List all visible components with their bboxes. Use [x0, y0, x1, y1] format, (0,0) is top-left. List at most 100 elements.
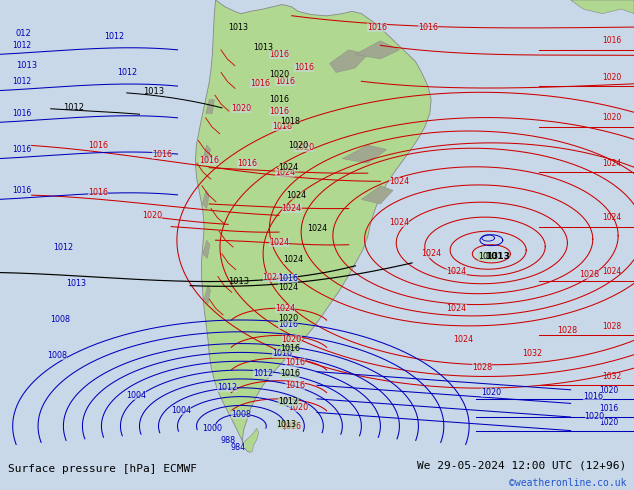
Text: 1028: 1028: [579, 270, 600, 279]
Text: 1008: 1008: [47, 351, 67, 360]
Text: 1024: 1024: [281, 204, 302, 213]
Text: We 29-05-2024 12:00 UTC (12+96): We 29-05-2024 12:00 UTC (12+96): [417, 460, 626, 470]
Text: 1016: 1016: [152, 149, 172, 159]
Text: 1013: 1013: [478, 251, 498, 261]
Text: 1016: 1016: [602, 36, 621, 46]
Text: 1020: 1020: [599, 386, 618, 395]
Text: 1024: 1024: [446, 268, 467, 276]
Text: 1012: 1012: [53, 243, 74, 251]
Text: 1013: 1013: [143, 87, 164, 96]
Text: 1020: 1020: [585, 413, 605, 421]
Text: 1024: 1024: [287, 191, 307, 200]
Text: 1024: 1024: [275, 304, 295, 313]
Polygon shape: [242, 428, 259, 452]
Text: 1028: 1028: [602, 322, 621, 331]
Text: 1016: 1016: [13, 145, 32, 154]
Text: 1013: 1013: [485, 251, 510, 261]
Polygon shape: [571, 0, 634, 14]
Polygon shape: [203, 240, 210, 258]
Text: 1013: 1013: [16, 61, 37, 70]
Text: 1016: 1016: [367, 23, 387, 32]
Text: 1013: 1013: [228, 277, 249, 287]
Text: 988: 988: [221, 436, 236, 445]
Polygon shape: [195, 0, 431, 452]
Text: 984: 984: [230, 443, 245, 452]
Text: 1024: 1024: [275, 168, 295, 177]
Text: 1016: 1016: [250, 79, 270, 88]
Polygon shape: [361, 186, 393, 204]
Text: 1016: 1016: [269, 50, 289, 59]
Text: 1024: 1024: [602, 213, 621, 222]
Polygon shape: [202, 191, 209, 209]
Text: 1018: 1018: [280, 117, 301, 125]
Text: 1032: 1032: [522, 349, 543, 358]
Text: 1016: 1016: [583, 392, 603, 401]
Text: 1024: 1024: [269, 238, 289, 247]
Text: 1000: 1000: [202, 424, 223, 433]
Text: 1020: 1020: [142, 211, 162, 220]
Text: ©weatheronline.co.uk: ©weatheronline.co.uk: [509, 478, 626, 489]
Text: 1024: 1024: [453, 336, 473, 344]
Text: 1016: 1016: [599, 404, 618, 414]
Text: 1020: 1020: [288, 403, 308, 413]
Text: 1012: 1012: [104, 32, 124, 41]
Polygon shape: [203, 145, 210, 163]
Text: 1012: 1012: [117, 68, 137, 77]
Text: 1012: 1012: [278, 396, 299, 406]
Text: 1016: 1016: [275, 77, 295, 86]
Text: Surface pressure [hPa] ECMWF: Surface pressure [hPa] ECMWF: [8, 464, 197, 474]
Text: 1016: 1016: [278, 274, 299, 283]
Text: 1016: 1016: [285, 358, 305, 367]
Polygon shape: [330, 50, 368, 73]
Text: 1024: 1024: [278, 283, 299, 293]
Text: 1016: 1016: [285, 381, 305, 390]
Text: 1024: 1024: [602, 268, 621, 276]
Text: 1016: 1016: [269, 106, 289, 116]
Text: 1004: 1004: [126, 391, 146, 400]
Text: 1016: 1016: [272, 349, 292, 358]
Text: 1028: 1028: [557, 326, 578, 335]
Text: 1020: 1020: [602, 113, 621, 122]
Text: 1024: 1024: [446, 304, 467, 313]
Text: 1020: 1020: [602, 73, 621, 81]
Text: 1020: 1020: [288, 141, 308, 149]
Text: 1016: 1016: [199, 156, 219, 166]
Text: 1020: 1020: [269, 70, 289, 79]
Text: 1024: 1024: [602, 159, 621, 168]
Text: 1012: 1012: [217, 383, 237, 392]
Polygon shape: [355, 41, 399, 59]
Text: 1012: 1012: [13, 77, 32, 86]
Text: 1008: 1008: [50, 315, 70, 324]
Text: 1016: 1016: [280, 343, 301, 353]
Text: 1016: 1016: [13, 186, 32, 195]
Text: 1012: 1012: [13, 41, 32, 50]
Text: 1020: 1020: [599, 418, 618, 427]
Text: 1024: 1024: [262, 273, 283, 282]
Text: 1012: 1012: [63, 103, 84, 112]
Text: 1024: 1024: [389, 218, 410, 226]
Text: 1004: 1004: [171, 406, 191, 415]
Text: 1016: 1016: [281, 421, 302, 431]
Text: 1016: 1016: [88, 188, 108, 197]
Text: 1024: 1024: [389, 177, 410, 186]
Text: 1020: 1020: [281, 336, 302, 344]
Text: 1008: 1008: [231, 410, 251, 419]
Text: 1016: 1016: [294, 64, 314, 73]
Text: 1032: 1032: [602, 372, 621, 381]
Polygon shape: [206, 99, 214, 113]
Text: 1016: 1016: [237, 159, 257, 168]
Text: 1016: 1016: [278, 319, 299, 329]
Text: 1018: 1018: [272, 122, 292, 131]
Text: 1012: 1012: [253, 369, 273, 378]
Text: 1024: 1024: [283, 255, 303, 264]
Text: 1028: 1028: [472, 363, 492, 371]
Text: 1020: 1020: [231, 104, 251, 113]
Text: 1016: 1016: [13, 109, 32, 118]
Text: 1016: 1016: [88, 141, 108, 149]
Polygon shape: [204, 286, 210, 304]
Text: 1024: 1024: [421, 249, 441, 258]
Text: 1020: 1020: [278, 314, 299, 323]
Text: 1016: 1016: [280, 369, 301, 378]
Text: 1016: 1016: [269, 95, 289, 104]
Text: 1020: 1020: [294, 143, 314, 152]
